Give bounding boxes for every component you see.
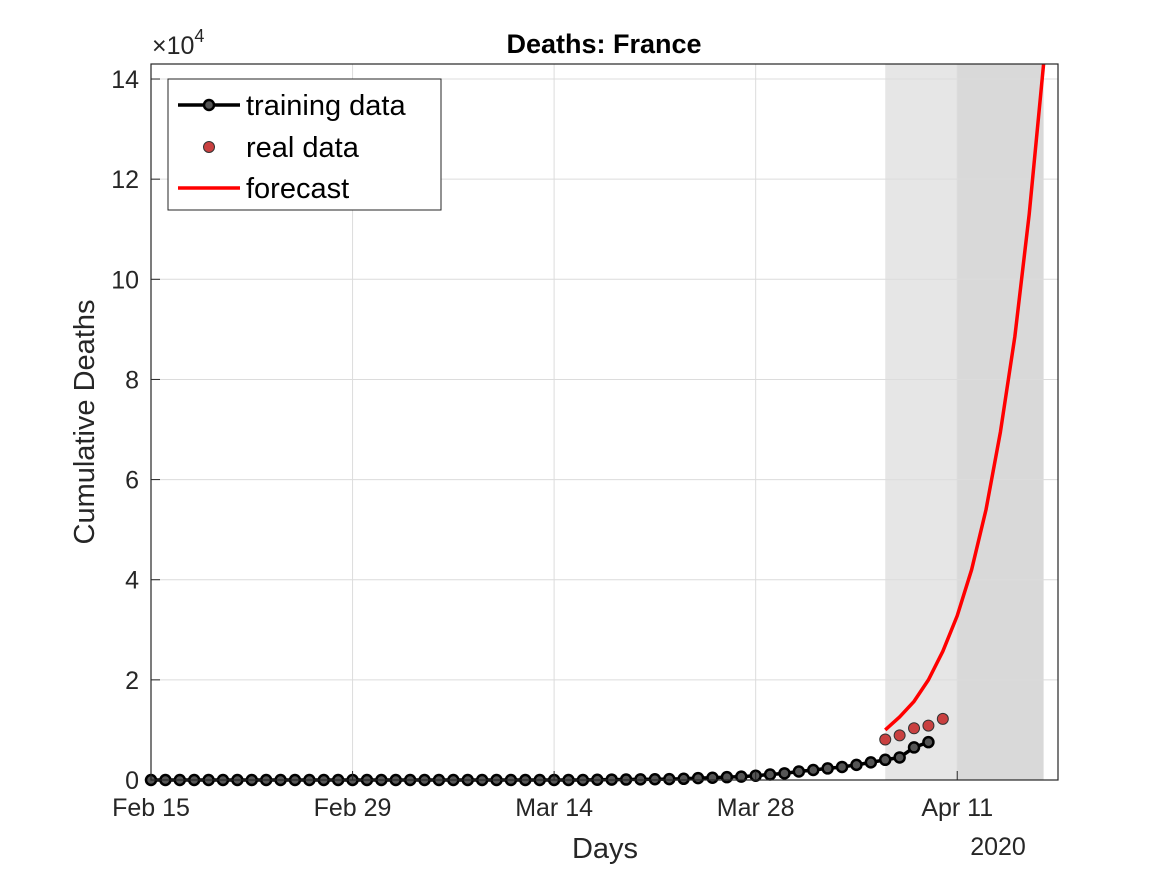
- x-tick-label-1: Feb 29: [314, 794, 392, 822]
- training-point-49: [850, 758, 863, 772]
- training-point-50: [864, 756, 878, 769]
- training-point-52: [893, 751, 906, 764]
- axis-ticks: Feb 15 Feb 29 Mar 14 Mar 28 Apr 11 0 2 4 6 8 10 12 1…: [111, 66, 993, 822]
- legend-label-real: real data: [246, 132, 360, 164]
- legend-marker-training: [202, 98, 216, 112]
- y-tick-label-4: 8: [125, 366, 139, 394]
- training-point-51: [878, 753, 892, 767]
- legend: training data real data forecast: [167, 78, 442, 211]
- chart-title: Deaths: France: [506, 29, 701, 59]
- legend-label-forecast: forecast: [246, 173, 349, 205]
- legend-label-training: training data: [246, 90, 406, 122]
- real-point-0: [879, 733, 892, 746]
- training-point-46: [807, 763, 820, 777]
- y-axis-label: Cumulative Deaths: [69, 300, 101, 545]
- x-tick-label-3: Mar 28: [717, 794, 795, 822]
- y-tick-label-3: 6: [125, 467, 139, 495]
- y-exponent-power: 4: [194, 26, 204, 46]
- training-point-45: [792, 765, 806, 778]
- training-point-37: [677, 772, 690, 786]
- real-point-1: [893, 729, 906, 742]
- training-point-53: [907, 741, 921, 754]
- real-point-3: [922, 719, 935, 732]
- training-point-34: [634, 773, 647, 786]
- real-point-2: [908, 722, 921, 735]
- x-tick-label-0: Feb 15: [112, 794, 190, 822]
- y-exponent-label: ×104: [152, 26, 204, 60]
- training-point-47: [821, 762, 834, 775]
- training-point-40: [720, 770, 734, 784]
- y-tick-label-7: 14: [111, 66, 139, 94]
- y-tick-label-2: 4: [125, 567, 139, 595]
- training-point-41: [735, 770, 748, 783]
- training-point-43: [763, 768, 777, 781]
- training-point-39: [706, 771, 719, 784]
- training-point-54: [922, 735, 935, 749]
- y-tick-label-1: 2: [125, 667, 139, 695]
- axes-box: [150, 63, 1059, 781]
- training-point-38: [691, 771, 705, 785]
- year-label: 2020: [970, 833, 1026, 861]
- x-tick-label-2: Mar 14: [515, 794, 593, 822]
- y-tick-label-5: 10: [111, 266, 139, 294]
- x-tick-label-4: Apr 11: [921, 794, 993, 822]
- x-axis-label: Days: [572, 833, 638, 865]
- y-tick-label-0: 0: [125, 767, 139, 795]
- training-point-48: [835, 760, 849, 774]
- legend-marker-real: [203, 141, 215, 153]
- y-tick-label-6: 12: [111, 166, 139, 194]
- forecast-line: [884, 63, 1046, 732]
- real-point-4: [936, 712, 949, 725]
- training-point-35: [648, 773, 662, 786]
- shaded-region-0: [885, 64, 958, 780]
- shaded-regions: [885, 64, 1044, 780]
- y-exponent-base: ×10: [152, 32, 194, 60]
- training-point-36: [663, 772, 676, 786]
- training-point-44: [778, 767, 791, 780]
